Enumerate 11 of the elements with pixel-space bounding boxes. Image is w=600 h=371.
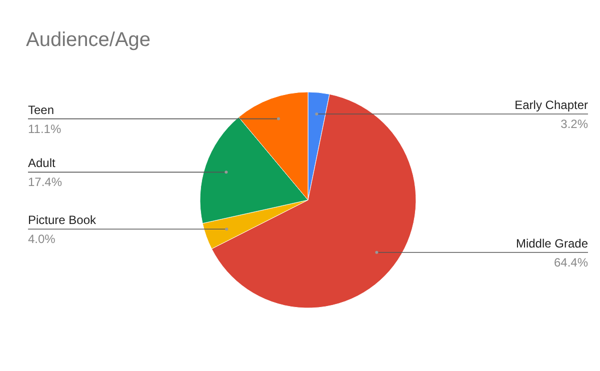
data-label: 4.0% bbox=[28, 232, 56, 246]
slice-label: Picture Book bbox=[28, 213, 98, 228]
slice-label: Middle Grade bbox=[516, 236, 588, 250]
chart-title: Audience/Age bbox=[26, 29, 151, 51]
slice-label: Teen bbox=[28, 102, 54, 117]
slice-label: Early Chapter bbox=[514, 98, 588, 112]
data-label: 11.1% bbox=[28, 122, 62, 136]
slice-label: Adult bbox=[28, 156, 56, 170]
data-label: 17.4% bbox=[28, 175, 62, 190]
data-label: 64.4% bbox=[554, 255, 588, 270]
data-label: 3.2% bbox=[560, 117, 588, 132]
